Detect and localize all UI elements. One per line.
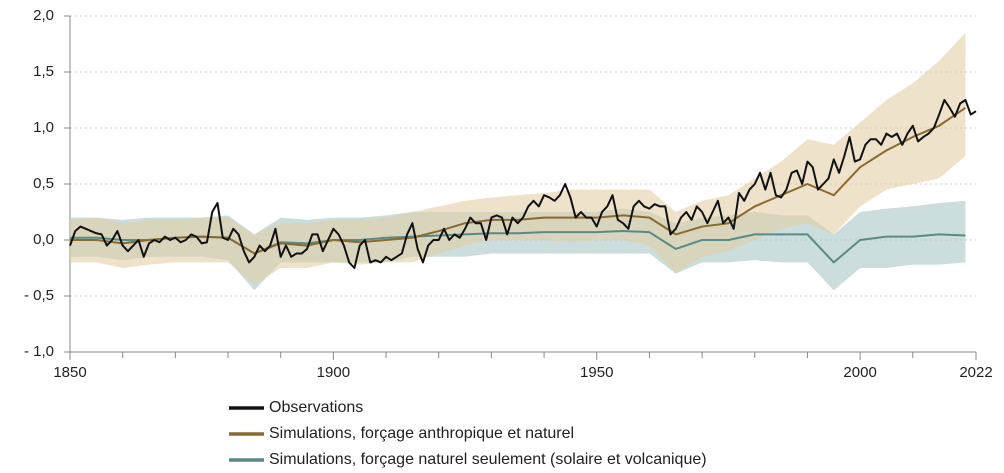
y-tick-label: - 0,5	[24, 287, 54, 304]
y-tick-label: 0,5	[33, 175, 54, 192]
band	[70, 32, 966, 285]
x-tick-label: 2000	[843, 364, 876, 381]
legend-label: Simulations, forçage anthropique et natu…	[269, 425, 574, 442]
x-tick-label: 1850	[53, 364, 86, 381]
y-tick-label: 0,0	[33, 231, 54, 248]
y-tick-label: 1,5	[33, 63, 54, 80]
legend-label: Observations	[269, 399, 363, 416]
x-tick-label: 2022	[959, 364, 992, 381]
series-line	[70, 107, 967, 255]
y-tick-label: - 1,0	[24, 343, 54, 360]
y-tick-label: 1,0	[33, 119, 54, 136]
x-tick-label: 1950	[580, 364, 613, 381]
series-line	[69, 99, 977, 269]
x-tick-label: 1900	[317, 364, 350, 381]
legend-label: Simulations, forçage naturel seulement (…	[269, 451, 707, 468]
y-tick-label: 2,0	[33, 7, 54, 24]
